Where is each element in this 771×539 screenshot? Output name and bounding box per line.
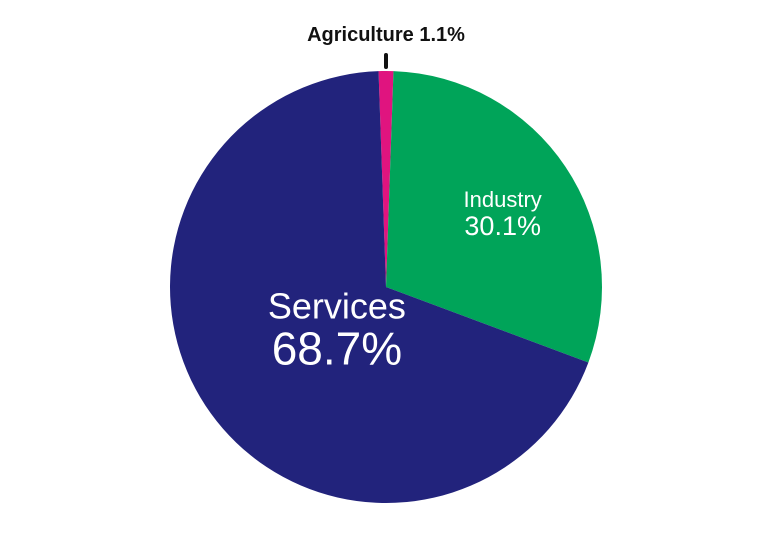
pie-label-text-agriculture: Agriculture 1.1% <box>307 24 465 46</box>
pie-label-value-services: 68.7% <box>272 322 402 374</box>
pie-slice-agriculture <box>378 70 394 287</box>
pie-label-value-industry: 30.1% <box>464 211 541 241</box>
pie-slice-services <box>169 71 589 504</box>
pie-label-name-services: Services <box>268 285 406 326</box>
pie-slice-industry <box>386 71 602 363</box>
pie-label-agriculture: Agriculture 1.1% <box>307 24 465 69</box>
pie-label-name-industry: Industry <box>464 187 542 212</box>
